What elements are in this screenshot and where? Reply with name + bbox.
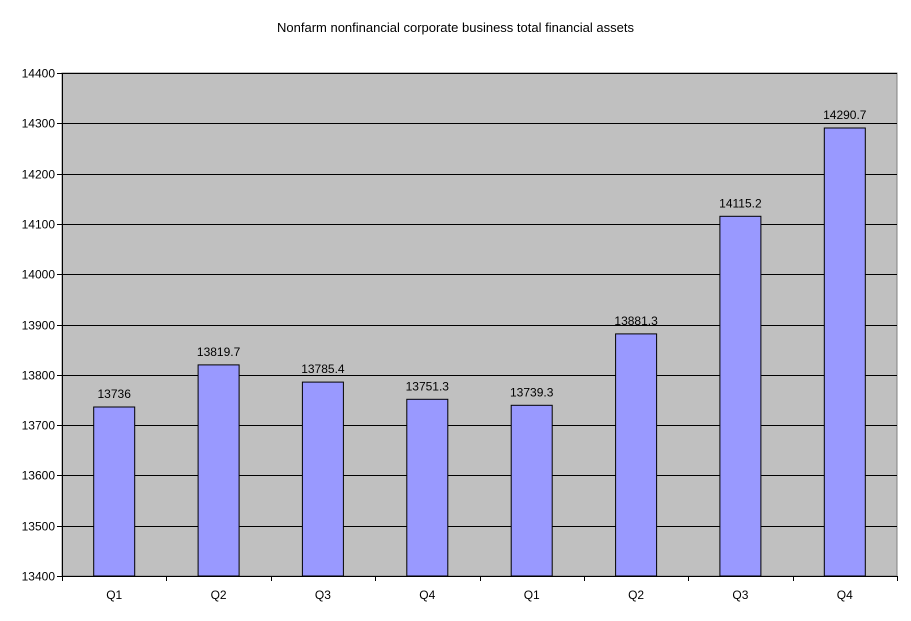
data-label: 13881.3 xyxy=(614,314,658,328)
y-tick-label: 13900 xyxy=(22,319,56,333)
y-tick-label: 14000 xyxy=(22,268,56,282)
y-tick-label: 13800 xyxy=(22,369,56,383)
x-tick-label: Q4 xyxy=(419,588,435,602)
data-label: 13785.4 xyxy=(301,362,345,376)
bar xyxy=(719,215,762,577)
bar xyxy=(406,398,449,577)
y-tick-label: 14400 xyxy=(22,67,56,81)
bar xyxy=(823,127,866,577)
x-tick-label: Q3 xyxy=(732,588,748,602)
chart-title: Nonfarm nonfinancial corporate business … xyxy=(277,20,634,35)
bar xyxy=(301,381,344,577)
x-tick-label: Q2 xyxy=(628,588,644,602)
data-labels: 13736 13819.7 13785.4 13751.3 13739.3 13881.3… xyxy=(98,108,867,401)
x-tick-label: Q4 xyxy=(837,588,853,602)
y-tick-label: 14100 xyxy=(22,218,56,232)
data-label: 14115.2 xyxy=(719,196,762,210)
data-label: 13739.3 xyxy=(510,385,554,399)
data-label: 13819.7 xyxy=(197,345,241,359)
x-tick-label: Q3 xyxy=(315,588,331,602)
y-tick-label: 14200 xyxy=(22,168,56,182)
data-label: 13736 xyxy=(98,387,132,401)
bars xyxy=(93,127,866,577)
data-label: 13751.3 xyxy=(406,379,450,393)
bar xyxy=(510,404,553,577)
y-tick-label: 13600 xyxy=(22,469,56,483)
y-tick-label: 13400 xyxy=(22,570,56,584)
x-tick-label: Q1 xyxy=(106,588,122,602)
y-axis: 13400 13500 13600 13700 13800 13900 14000 14100… xyxy=(22,67,63,584)
plot-area xyxy=(61,72,898,577)
x-tick-label: Q1 xyxy=(524,588,540,602)
x-axis: Q1 Q2 Q3 Q4 Q1 Q2 Q3 Q4 xyxy=(62,576,898,602)
x-tick-label: Q2 xyxy=(211,588,227,602)
y-tick-label: 13700 xyxy=(22,419,56,433)
y-tick-label: 13500 xyxy=(22,520,56,534)
data-label: 14290.7 xyxy=(823,108,867,122)
bar xyxy=(615,333,658,577)
y-tick-label: 14300 xyxy=(22,117,56,131)
bar xyxy=(93,406,136,577)
bar xyxy=(197,364,240,577)
